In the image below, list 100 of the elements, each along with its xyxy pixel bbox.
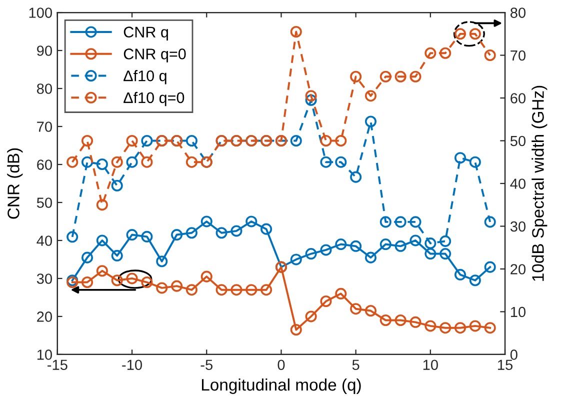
point — [394, 314, 406, 326]
point — [320, 295, 332, 308]
point — [424, 47, 436, 59]
point — [454, 268, 466, 280]
point — [394, 216, 406, 228]
y2-tick-label: 70 — [510, 50, 526, 61]
legend-label: CNR q — [124, 26, 168, 40]
y-tick-label: 90 — [37, 46, 52, 56]
y2-tick-label: 80 — [510, 8, 526, 18]
point — [350, 70, 362, 82]
point — [66, 231, 78, 243]
point — [469, 156, 481, 168]
y-tick-label: 20 — [37, 312, 52, 322]
point — [111, 156, 123, 168]
point — [424, 320, 436, 332]
point — [305, 94, 317, 106]
x-tick-label: -15 — [48, 360, 68, 370]
point — [290, 26, 302, 38]
point — [335, 156, 347, 168]
point — [156, 256, 168, 268]
point — [186, 284, 198, 296]
point — [440, 47, 452, 59]
point — [260, 223, 272, 235]
x-tick-label: 5 — [352, 360, 360, 370]
point — [424, 248, 436, 260]
point — [394, 240, 406, 252]
point — [246, 216, 258, 228]
x-tick-label: -10 — [122, 360, 142, 370]
point — [305, 310, 317, 322]
point — [335, 288, 347, 300]
point — [171, 229, 183, 241]
point — [484, 216, 496, 228]
point — [380, 314, 392, 326]
point — [230, 225, 242, 237]
point — [186, 156, 198, 168]
x-axis-title: Longitudinal mode (q) — [202, 378, 361, 394]
point — [230, 284, 242, 296]
point — [96, 234, 108, 246]
x-tick-label: 10 — [423, 360, 438, 370]
point — [335, 134, 347, 147]
point — [380, 238, 392, 250]
x-tick-label: 0 — [278, 360, 285, 370]
point — [141, 156, 153, 168]
point — [82, 276, 94, 288]
point — [126, 156, 138, 168]
point — [96, 265, 108, 277]
y-tick-label: 60 — [37, 160, 52, 170]
point — [96, 158, 108, 170]
point — [364, 90, 376, 102]
point — [126, 134, 138, 147]
y-tick-label: 50 — [36, 198, 52, 208]
point — [380, 70, 392, 82]
point — [350, 240, 362, 252]
y2-tick-label: 40 — [510, 178, 526, 189]
point — [440, 248, 452, 260]
y2-tick-label: 50 — [510, 136, 526, 146]
point — [111, 180, 123, 192]
point — [394, 70, 406, 82]
point — [350, 171, 362, 183]
point — [440, 235, 452, 247]
point — [484, 322, 496, 334]
point — [200, 216, 212, 228]
y2-tick-label: 10 — [510, 306, 526, 318]
point — [141, 276, 153, 288]
point — [484, 49, 496, 62]
y2-tick-label: 20 — [510, 264, 526, 274]
y-tick-label: 40 — [36, 236, 52, 246]
point — [350, 303, 362, 315]
point — [141, 134, 153, 147]
x-tick-label: 15 — [498, 360, 513, 370]
legend-label: Δf10 q — [124, 70, 166, 84]
point — [66, 156, 78, 168]
point — [320, 156, 332, 168]
y2-tick-label: 30 — [510, 221, 526, 232]
point — [290, 134, 302, 147]
point — [186, 227, 198, 239]
y-axis-title: CNR (dB) — [7, 148, 23, 219]
point — [320, 134, 332, 147]
point — [82, 252, 94, 264]
point — [424, 238, 436, 250]
y-tick-label: 70 — [37, 122, 52, 132]
legend-label: CNR q=0 — [124, 48, 186, 62]
point — [126, 229, 138, 241]
y-tick-label: 100 — [29, 8, 52, 18]
point — [469, 274, 481, 286]
point — [82, 134, 94, 147]
point — [380, 216, 392, 228]
point — [216, 284, 228, 296]
point — [410, 70, 422, 82]
point — [454, 322, 466, 334]
point — [156, 282, 168, 294]
point — [364, 304, 376, 317]
point — [216, 227, 228, 239]
point — [440, 322, 452, 334]
point — [364, 252, 376, 264]
point — [200, 270, 212, 282]
y2-axis-title: 10dB Spectral width (GHz) — [532, 86, 548, 281]
point — [260, 284, 272, 296]
point — [335, 238, 347, 250]
point — [469, 320, 481, 332]
